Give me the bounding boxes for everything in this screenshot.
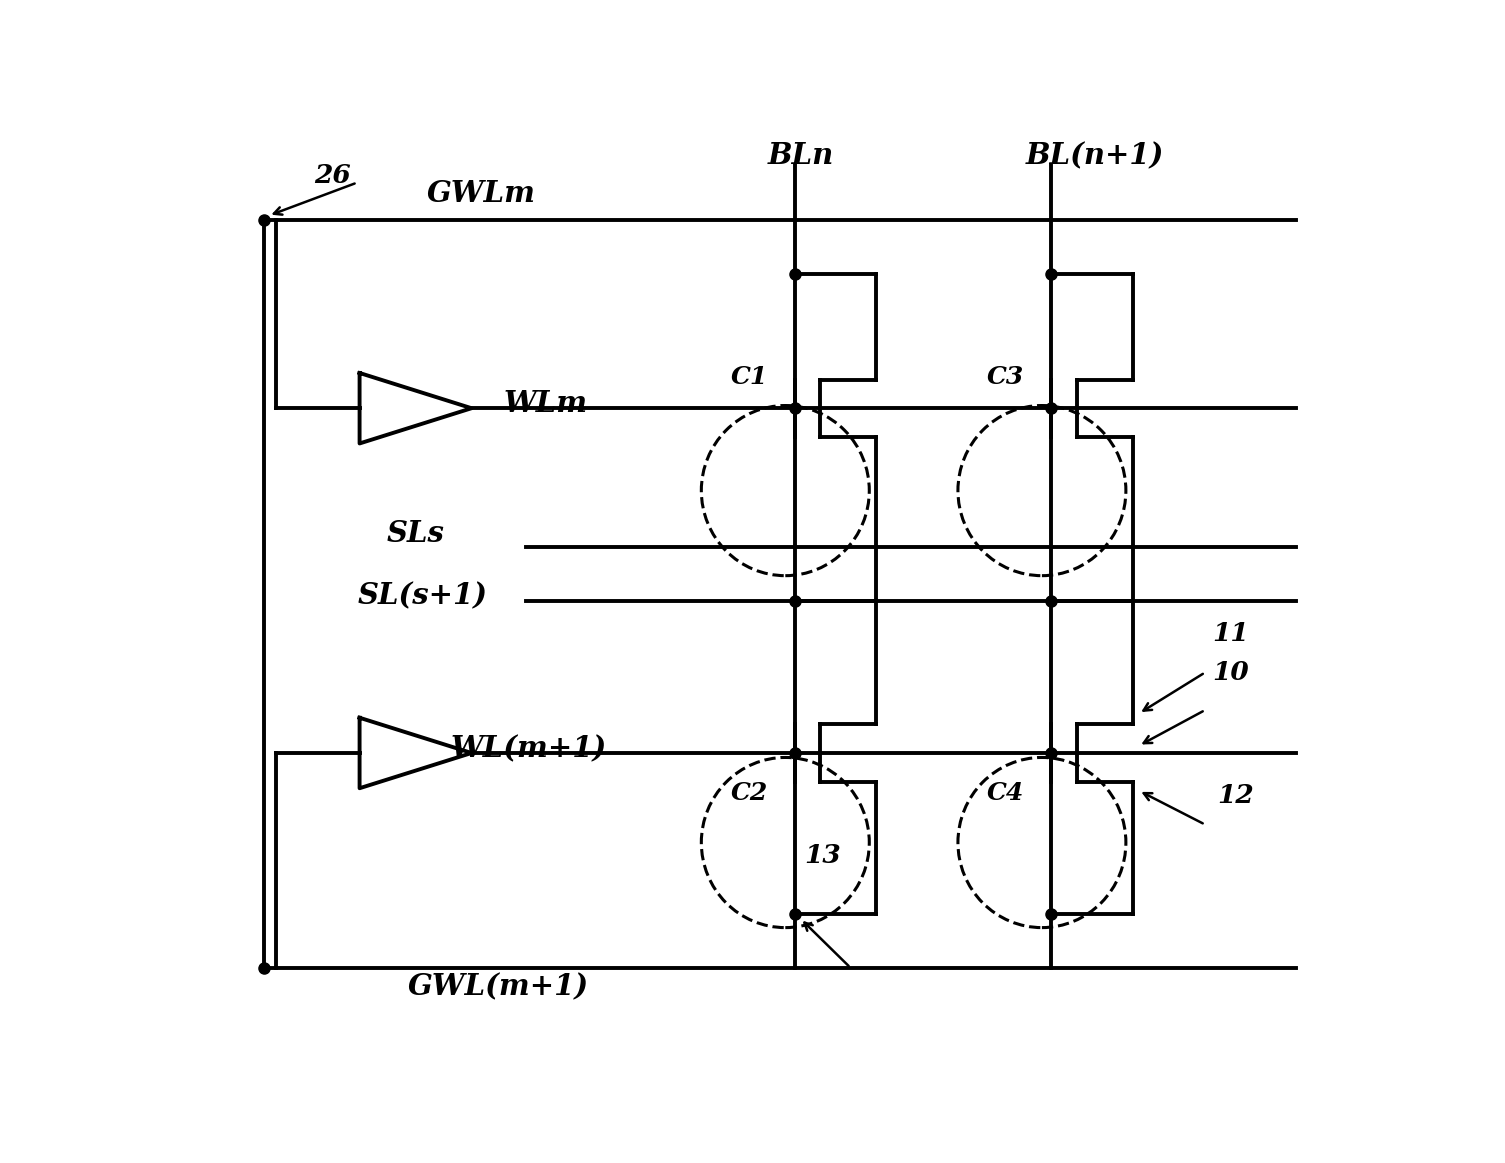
Text: C3: C3: [987, 365, 1025, 388]
Text: 10: 10: [1212, 659, 1249, 685]
Text: 26: 26: [315, 163, 351, 188]
Text: 11: 11: [1212, 621, 1249, 647]
Text: SL(s+1): SL(s+1): [357, 582, 488, 611]
Text: SLs: SLs: [387, 519, 444, 548]
Text: 13: 13: [804, 843, 841, 869]
Text: C2: C2: [730, 782, 768, 805]
Text: GWLm: GWLm: [427, 179, 536, 208]
Text: C4: C4: [987, 782, 1025, 805]
Text: C1: C1: [730, 365, 768, 388]
Text: WL(m+1): WL(m+1): [450, 734, 607, 763]
Text: GWL(m+1): GWL(m+1): [408, 972, 588, 1001]
Text: WLm: WLm: [503, 390, 587, 419]
Text: BL(n+1): BL(n+1): [1025, 141, 1163, 170]
Text: BLn: BLn: [768, 141, 834, 170]
Text: 12: 12: [1218, 783, 1254, 807]
